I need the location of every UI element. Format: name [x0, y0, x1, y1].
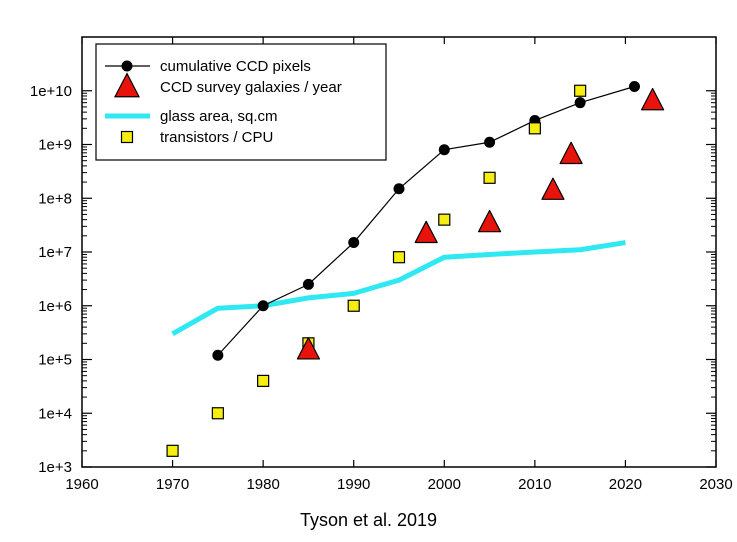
series-ccd-survey-galaxies-year [296, 87, 665, 360]
x-tick-label: 2010 [518, 476, 551, 493]
legend-items: cumulative CCD pixels CCD survey galaxies… [105, 58, 342, 146]
galaxies-point [296, 337, 321, 360]
legend-item: transistors / CPU [120, 129, 273, 146]
ccd-pixels-point [302, 278, 314, 290]
series-cumulative-ccd-pixels [212, 80, 640, 361]
transistor-point [483, 171, 496, 184]
galaxies-point [477, 209, 502, 233]
x-tick-label: 1980 [246, 476, 279, 493]
galaxies-point [640, 87, 665, 111]
ccd-pixels-point [574, 97, 586, 109]
transistor-point [257, 374, 270, 387]
transistor-point [347, 299, 360, 312]
y-tick-label: 1e+9 [38, 137, 72, 154]
ccd-pixels-point [484, 136, 496, 148]
x-tick-label: 2030 [699, 476, 732, 493]
chart: 1960 1970 1980 1990 2000 2010 2020 2030 1e+3 1e+4… [30, 36, 733, 493]
legend-label: CCD survey galaxies / year [160, 79, 342, 96]
transistor-point [166, 444, 179, 457]
transistor-point [574, 84, 587, 97]
plot-frame [81, 36, 717, 468]
galaxies-point [559, 141, 583, 165]
transistor-point [438, 213, 451, 226]
legend-item: glass area, sq.cm [105, 108, 278, 125]
y-tick-label: 1e+5 [38, 352, 72, 369]
legend: cumulative CCD pixels CCD survey galaxies… [95, 43, 387, 161]
legend-label: cumulative CCD pixels [160, 58, 311, 75]
legend-label: transistors / CPU [160, 129, 273, 146]
x-tick-label: 1970 [156, 476, 189, 493]
y-tick-label: 1e+4 [38, 405, 72, 422]
legend-item: CCD survey galaxies / year [114, 72, 342, 98]
series-layer [166, 80, 665, 457]
legend-item: cumulative CCD pixels [105, 58, 311, 75]
ccd-pixels-point [348, 237, 360, 249]
axis-ticks [81, 37, 717, 468]
y-tick-label: 1e+8 [38, 190, 72, 207]
ccd-pixels-point [628, 80, 640, 92]
legend-triangle-marker [114, 72, 140, 98]
ccd-pixels-point [438, 144, 450, 156]
ccd-pixels-point [212, 349, 224, 361]
transistor-point [211, 407, 224, 420]
legend-label: glass area, sq.cm [160, 108, 278, 125]
y-tick-label: 1e+7 [38, 244, 72, 261]
galaxies-point [541, 177, 565, 200]
glass-area-line [171, 240, 626, 337]
transistor-point [528, 122, 541, 135]
y-tick-label: 1e+3 [38, 459, 72, 476]
galaxies-point [414, 220, 438, 244]
tick-labels: 1960 1970 1980 1990 2000 2010 2020 2030 1e+3 1e+4… [30, 83, 733, 493]
y-tick-label: 1e+10 [30, 83, 72, 100]
x-tick-label: 2000 [428, 476, 461, 493]
ccd-pixels-point [393, 183, 405, 195]
ccd-pixels-point [257, 300, 269, 312]
transistor-point [392, 251, 406, 264]
series-glass-area-sq-cm [171, 240, 626, 337]
x-tick-label: 1990 [337, 476, 370, 493]
legend-circle-marker [121, 60, 133, 72]
x-tick-label: 1960 [65, 476, 98, 493]
legend-square-marker [120, 130, 134, 144]
y-tick-label: 1e+6 [38, 298, 72, 315]
figure-caption: Tyson et al. 2019 [299, 510, 438, 530]
legend-box [95, 43, 387, 161]
x-tick-label: 2020 [609, 476, 642, 493]
ccd-pixels-line [217, 85, 635, 356]
